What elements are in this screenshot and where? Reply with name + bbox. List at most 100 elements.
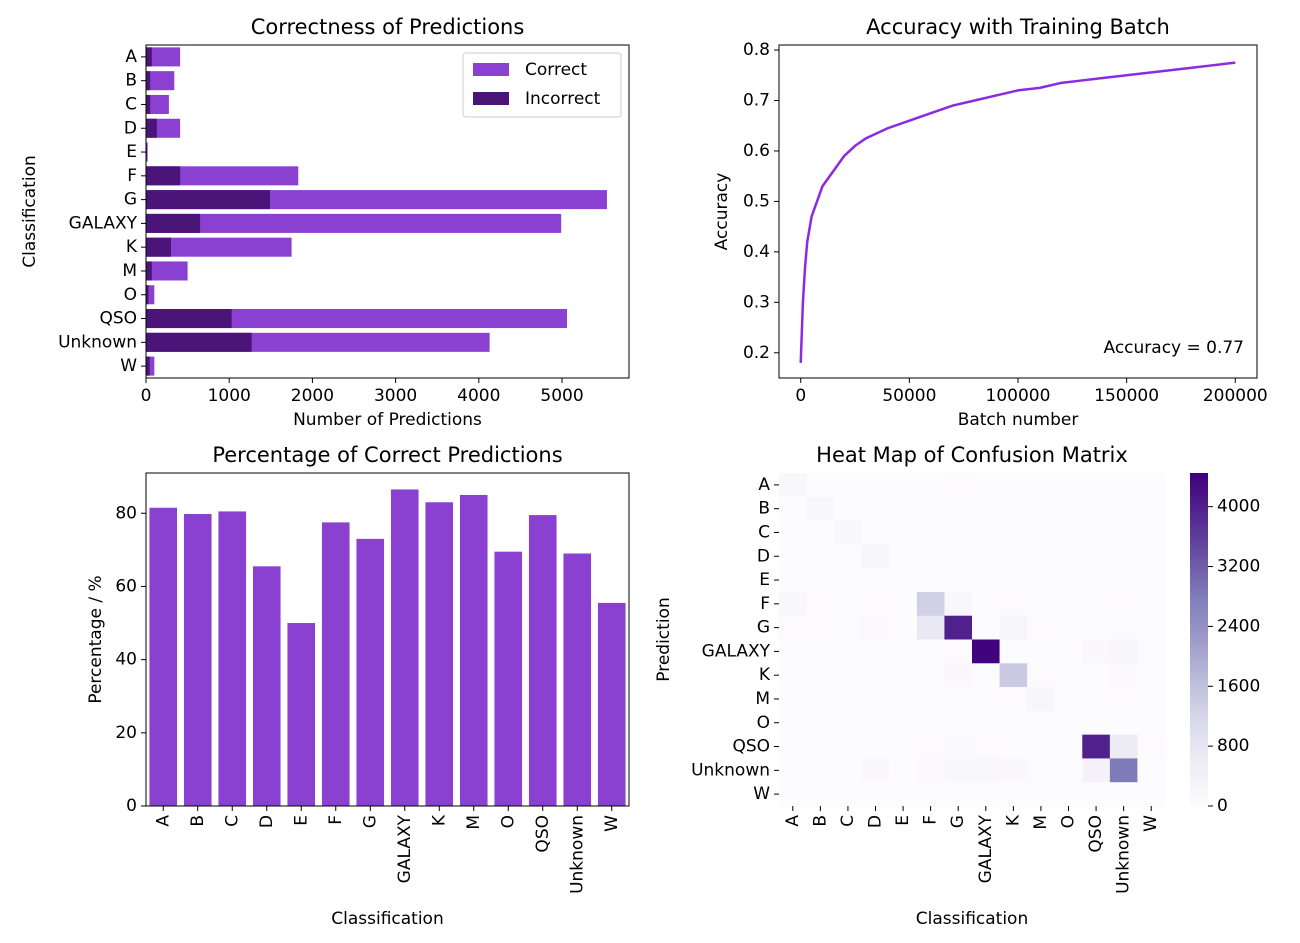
heatmap-cell <box>1109 615 1138 640</box>
annotation: Accuracy = 0.77 <box>1103 338 1244 358</box>
heatmap-cell <box>1082 639 1111 664</box>
heatmap-cell <box>1137 639 1166 664</box>
heatmap-cell <box>779 734 808 759</box>
chart-title: Percentage of Correct Predictions <box>212 443 562 467</box>
heatmap-cell <box>1109 496 1138 522</box>
heatmap-cell <box>861 734 890 759</box>
x-tick-label: 150000 <box>1094 386 1159 406</box>
x-tick-label: W <box>602 815 622 832</box>
x-tick-label: 1000 <box>208 386 251 406</box>
heatmap-cell <box>1109 639 1138 664</box>
heatmap-cell <box>834 568 863 593</box>
heatmap-cell <box>861 663 890 688</box>
heatmap-cell <box>834 710 863 736</box>
x-tick-label: F <box>326 815 346 825</box>
x-tick-label: D <box>257 815 277 828</box>
x-tick-label: K <box>1003 814 1023 826</box>
bar <box>146 356 155 376</box>
x-tick-label: O <box>1059 815 1079 828</box>
x-axis-label: Batch number <box>958 410 1079 430</box>
heatmap-cell <box>779 710 808 736</box>
colorbar-tick-label: 1600 <box>1217 676 1260 696</box>
heatmap-cell <box>972 734 1001 759</box>
y-axis-label: Classification <box>20 155 40 267</box>
heatmap-cell <box>944 687 973 712</box>
line <box>799 61 1236 363</box>
heatmap-cell <box>1027 639 1056 664</box>
y-tick-label: GALAXY <box>702 641 771 661</box>
heatmap-cell <box>1109 520 1138 545</box>
heatmap-cell <box>999 496 1028 522</box>
heatmap-cell <box>1054 639 1083 664</box>
heatmap-cell <box>999 473 1028 498</box>
heatmap-cell <box>806 639 835 664</box>
y-tick-label: B <box>125 71 137 91</box>
heatmap-cell <box>972 687 1001 712</box>
y-tick-label: 0.3 <box>743 292 770 312</box>
bar <box>146 118 157 138</box>
x-tick-label: 3000 <box>374 386 417 406</box>
bar <box>528 515 557 806</box>
heatmap-cell <box>1137 520 1166 545</box>
heatmap-cell <box>999 710 1028 736</box>
heatmap-cell <box>1027 568 1056 593</box>
heatmap-cell <box>999 687 1028 712</box>
heatmap-cell <box>1054 520 1083 545</box>
heatmap-cell <box>916 639 945 664</box>
heatmap-cell <box>1137 758 1166 783</box>
x-tick-label: O <box>498 815 518 828</box>
y-tick-label: 0.2 <box>743 343 770 363</box>
x-tick-label: D <box>866 815 886 828</box>
y-tick-label: W <box>120 356 137 376</box>
heatmap-cell <box>999 615 1028 640</box>
heatmap-cell <box>1054 496 1083 522</box>
heatmap-cell <box>889 591 918 617</box>
heatmap-cell <box>916 520 945 545</box>
y-tick-label: D <box>124 118 137 138</box>
heatmap-cell <box>834 520 863 545</box>
heatmap-cell <box>1027 520 1056 545</box>
heatmap-cell <box>889 663 918 688</box>
heatmap-cell <box>1109 687 1138 712</box>
y-tick-label: C <box>758 522 770 542</box>
heatmap-cell <box>806 568 835 593</box>
x-tick-label: K <box>429 814 449 826</box>
heatmap-cell <box>972 615 1001 640</box>
y-axis-label: Accuracy <box>712 173 732 251</box>
bar <box>146 213 201 233</box>
heatmap-cell <box>999 782 1028 807</box>
y-tick-label: F <box>760 594 770 614</box>
axes-frame <box>778 44 1258 379</box>
x-tick-label: 200000 <box>1203 386 1268 406</box>
heatmap-cell <box>999 734 1028 759</box>
heatmap-cell <box>779 568 808 593</box>
heatmap-cell <box>889 496 918 522</box>
heatmap-cell <box>1082 734 1111 759</box>
bar <box>287 623 316 806</box>
heatmap-cell <box>779 496 808 522</box>
heatmap-cell <box>1054 734 1083 759</box>
x-tick-label: M <box>1031 815 1051 830</box>
heatmap-cell <box>916 496 945 522</box>
heatmap-cell <box>861 687 890 712</box>
heatmap-cell <box>861 544 890 569</box>
heatmap-cell <box>1137 544 1166 569</box>
y-tick-label: 0.4 <box>743 242 770 262</box>
bar <box>218 511 247 806</box>
heatmap-cell <box>1082 687 1111 712</box>
x-tick-label: A <box>783 815 803 827</box>
heatmap-cell <box>1054 473 1083 498</box>
heatmap-cell <box>916 473 945 498</box>
heatmap-cell <box>1027 734 1056 759</box>
heatmap-cell <box>972 639 1001 664</box>
heatmap-cell <box>1137 568 1166 593</box>
x-tick-label: QSO <box>533 815 553 853</box>
chart-title: Accuracy with Training Batch <box>866 15 1170 39</box>
bar <box>146 309 232 329</box>
heatmap-cell <box>999 544 1028 569</box>
heatmap-cell <box>1027 710 1056 736</box>
heatmap-cell <box>806 663 835 688</box>
y-tick-label: E <box>126 142 137 162</box>
heatmap-cell <box>889 639 918 664</box>
y-tick-label: 0.6 <box>743 141 770 161</box>
